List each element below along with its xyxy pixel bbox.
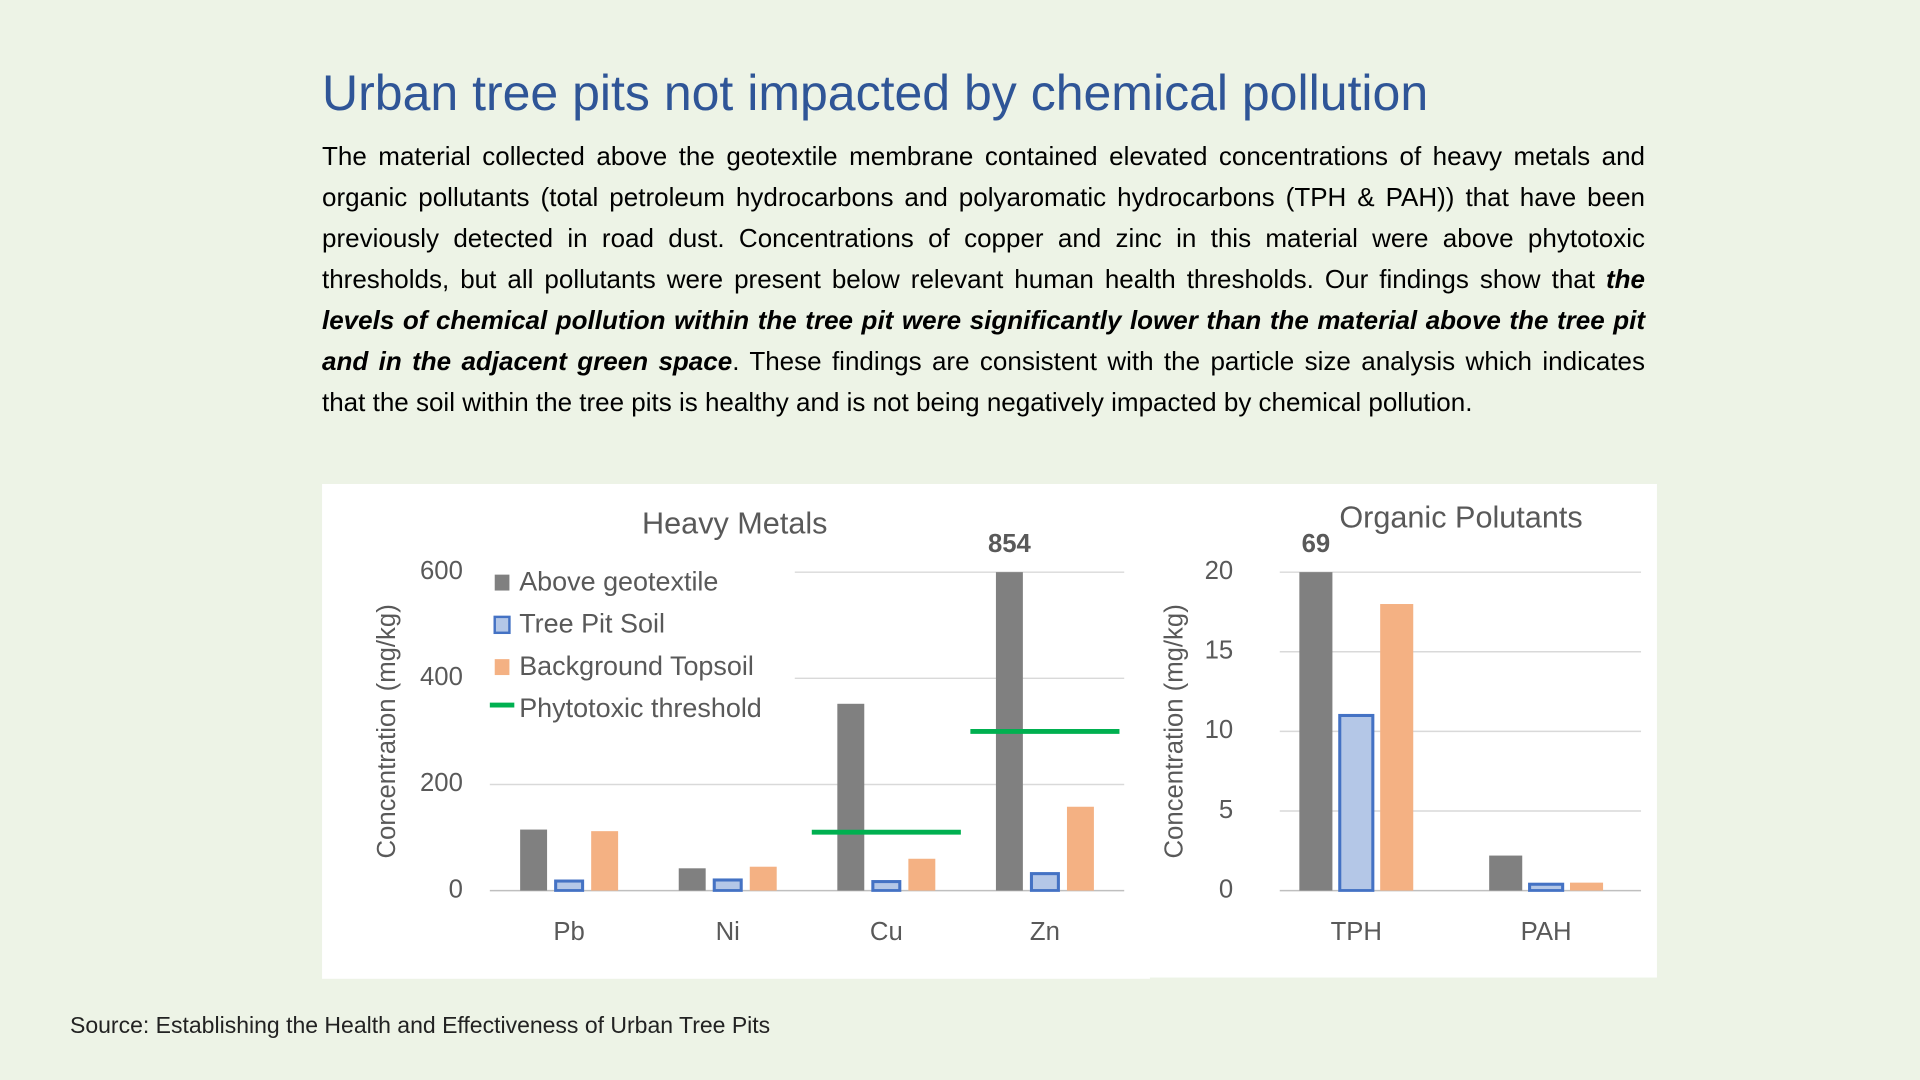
y-tick-label: 400 xyxy=(420,663,463,691)
y-tick-label: 200 xyxy=(420,769,463,797)
y-tick-label: 0 xyxy=(449,875,463,903)
y-tick-label: 5 xyxy=(1219,796,1233,824)
bar xyxy=(749,866,777,891)
chart-title: Heavy Metals xyxy=(642,507,827,541)
x-tick-label: PAH xyxy=(1521,918,1572,946)
body-text-part: The material collected above the geotext… xyxy=(322,141,1645,294)
bar xyxy=(1489,855,1523,891)
legend-swatch xyxy=(494,659,510,676)
x-tick-label: Zn xyxy=(1030,918,1060,946)
x-tick-label: Cu xyxy=(870,918,903,946)
body-text: The material collected above the geotext… xyxy=(322,136,1645,423)
bar xyxy=(1299,572,1333,891)
bar xyxy=(1528,882,1565,892)
source: Source: Establishing the Health and Effe… xyxy=(70,1012,771,1038)
bar xyxy=(1029,872,1060,892)
bar xyxy=(1066,806,1094,891)
legend-swatch xyxy=(494,574,510,591)
bar xyxy=(554,879,585,892)
bar xyxy=(712,878,743,892)
plot-area xyxy=(1299,572,1604,892)
data-label: 69 xyxy=(1302,530,1331,558)
y-tick-label: 0 xyxy=(1219,875,1233,903)
x-tick-label: TPH xyxy=(1331,918,1382,946)
slide-title: Urban tree pits not impacted by chemical… xyxy=(322,65,1429,121)
bar xyxy=(678,868,706,891)
bar xyxy=(1338,713,1375,892)
y-tick-label: 10 xyxy=(1205,716,1234,744)
legend-label: Background Topsoil xyxy=(519,651,754,681)
body-emphasis: the levels of chemical pollution within … xyxy=(322,264,1645,376)
body-text-part: . These findings are consistent with the… xyxy=(322,346,1645,417)
bar xyxy=(871,880,902,892)
legend-swatch xyxy=(493,615,511,635)
legend-label: Tree Pit Soil xyxy=(519,609,665,639)
legend-box xyxy=(488,561,795,733)
x-tick-label: Pb xyxy=(553,918,584,946)
y-tick-label: 600 xyxy=(420,557,463,585)
data-label: 854 xyxy=(988,530,1032,558)
x-tick-label: Ni xyxy=(716,918,740,946)
chart-title: Organic Polutants xyxy=(1339,501,1582,535)
y-tick-label: 15 xyxy=(1205,637,1234,665)
y-axis-label: Concentration (mg/kg) xyxy=(1160,604,1188,858)
bar xyxy=(591,831,619,891)
bar xyxy=(1380,604,1414,891)
bar xyxy=(520,829,548,891)
bar xyxy=(908,858,936,891)
bar xyxy=(1570,882,1604,891)
legend-label: Above geotextile xyxy=(519,566,718,596)
y-axis-label: Concentration (mg/kg) xyxy=(373,604,401,858)
y-tick-label: 20 xyxy=(1205,557,1234,585)
legend-label: Phytotoxic threshold xyxy=(519,693,762,723)
bar xyxy=(837,703,865,891)
